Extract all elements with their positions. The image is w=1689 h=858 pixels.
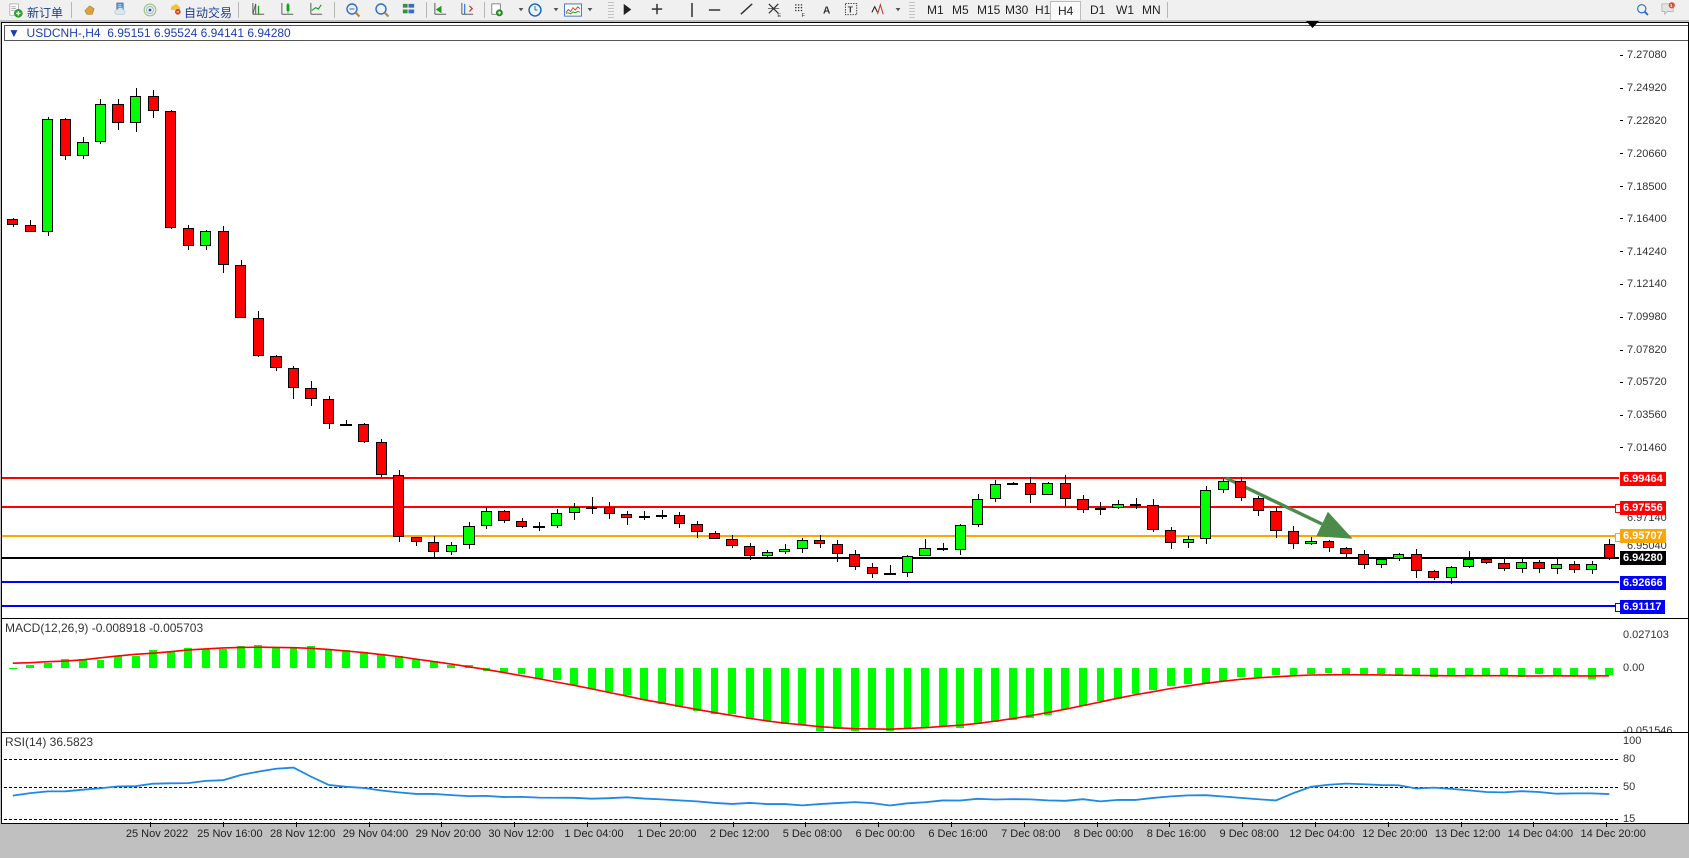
- svg-text:A: A: [823, 5, 831, 16]
- svg-text:T: T: [848, 4, 854, 14]
- svg-text:1: 1: [1670, 3, 1673, 8]
